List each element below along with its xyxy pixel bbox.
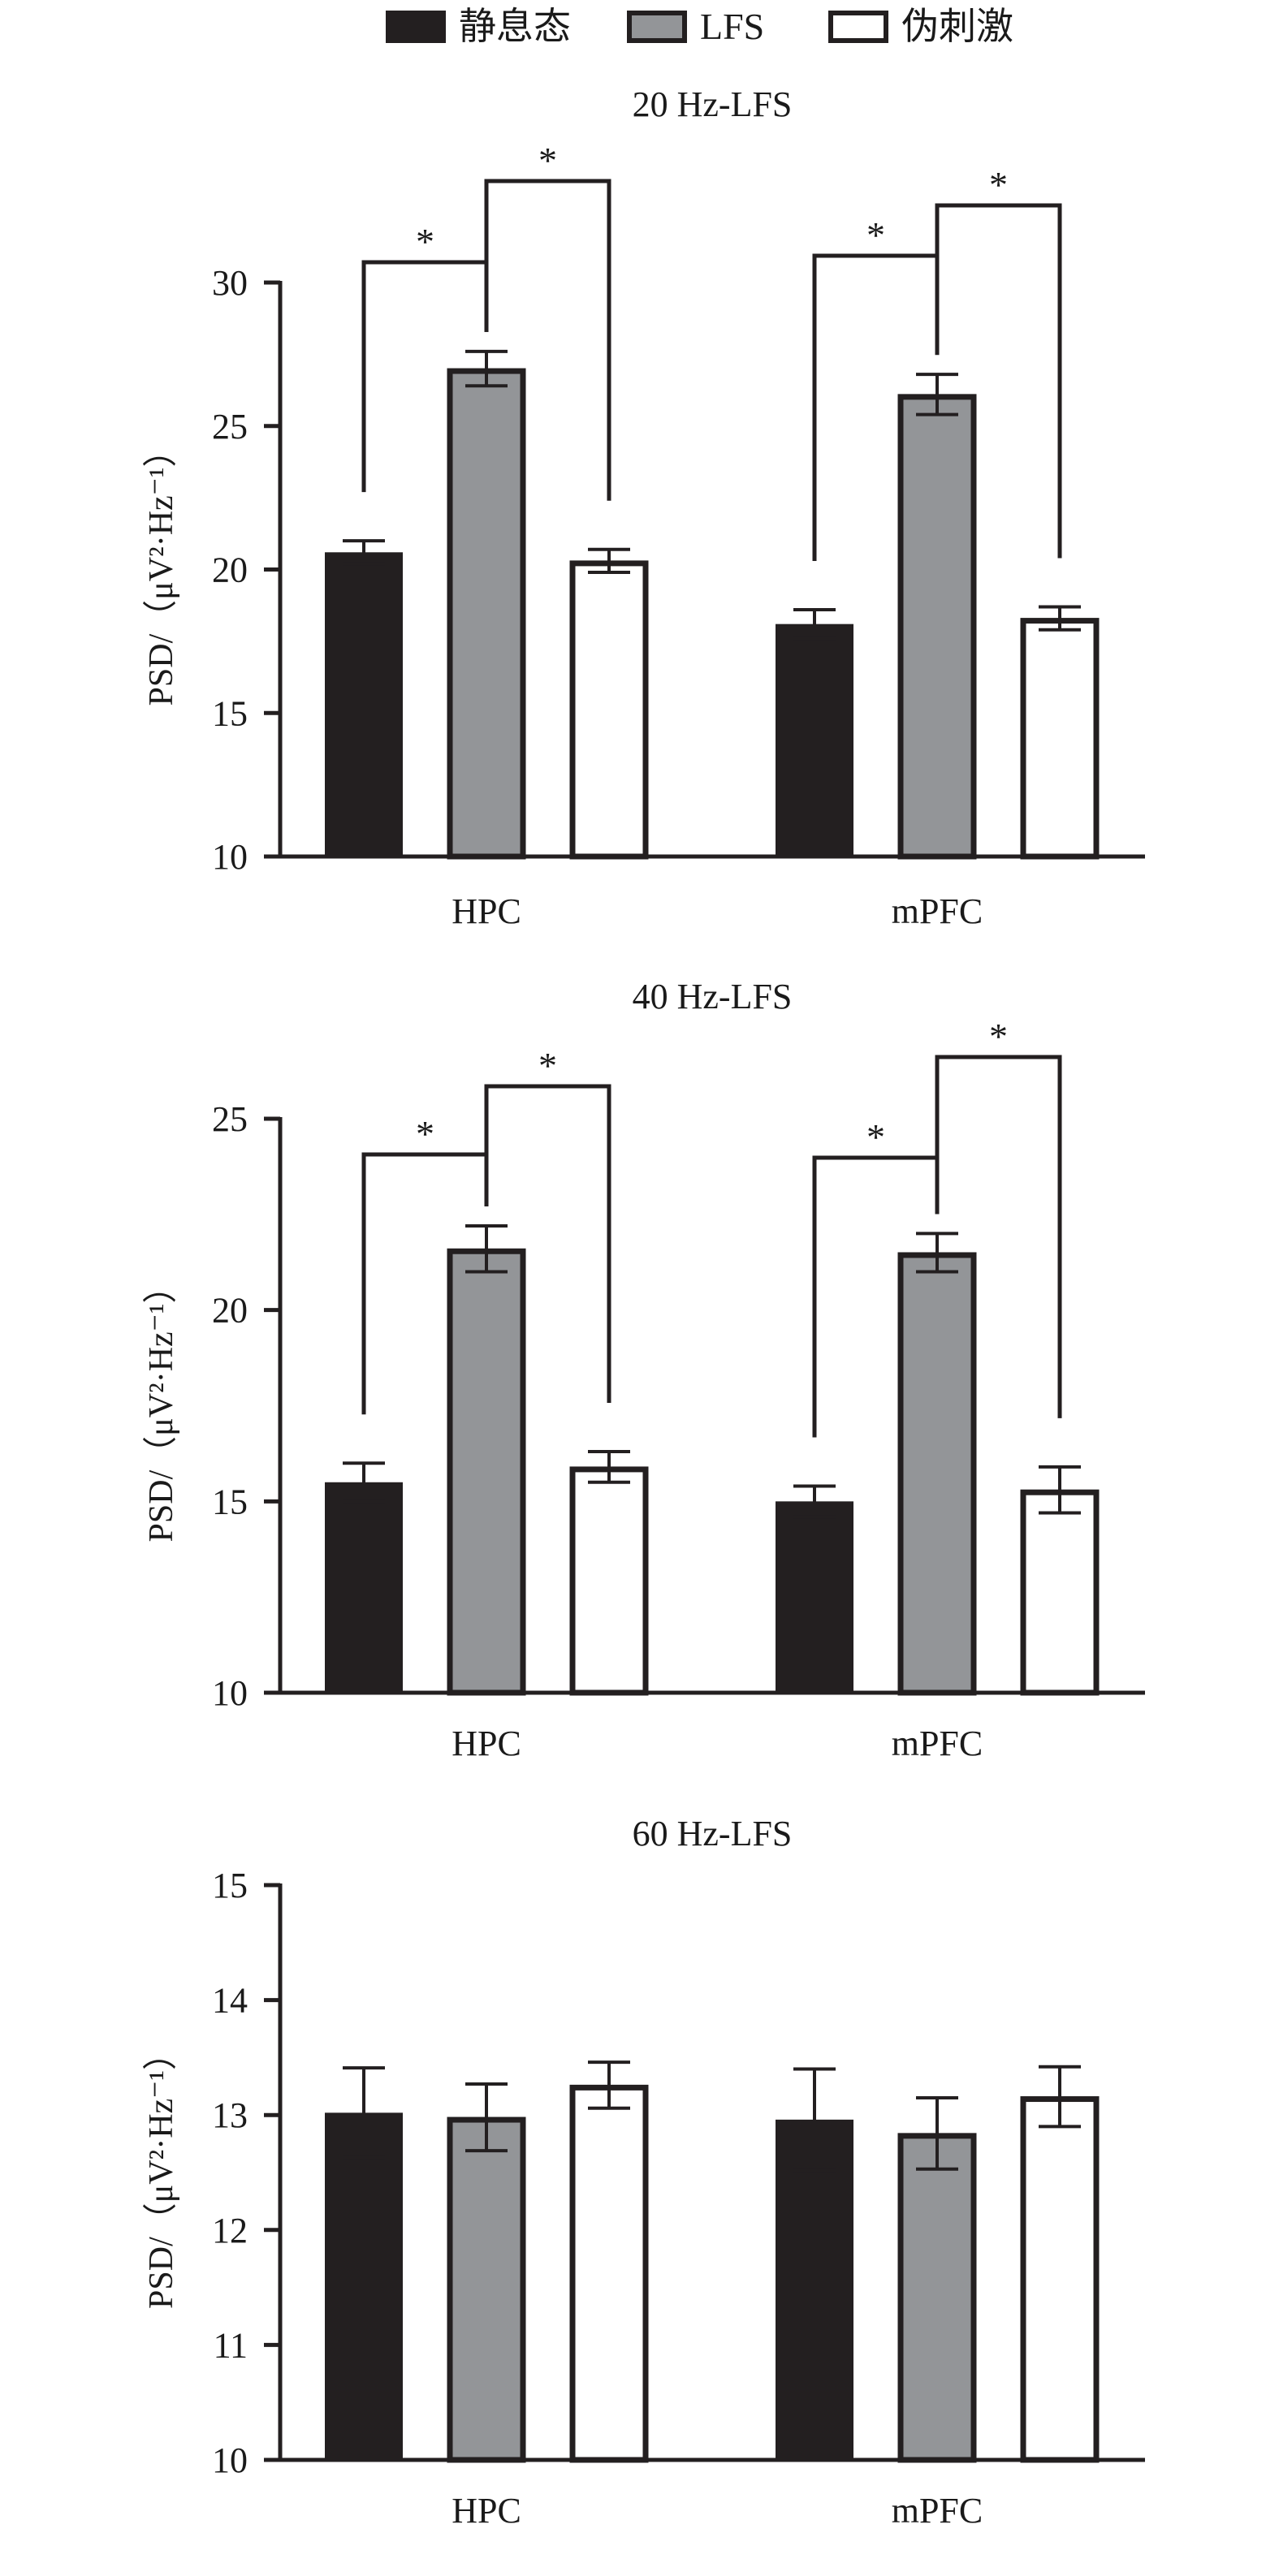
chart-60hz-category-label-mpfc: mPFC	[892, 2491, 983, 2531]
legend-swatch-rest	[386, 11, 446, 43]
bar-60hz-mpfc-sham	[1020, 2096, 1100, 2463]
chart-20hz-y-tick-label: 25	[212, 407, 248, 447]
legend-label-rest: 静息态	[459, 6, 571, 47]
significance-star-40hz-mpfc-lfs-sham: *	[989, 1016, 1008, 1057]
bar-60hz-mpfc-lfs	[897, 2133, 977, 2463]
legend-label-lfs: LFS	[700, 6, 765, 47]
significance-star-40hz-hpc-lfs-sham: *	[538, 1045, 557, 1086]
chart-40hz-title: 40 Hz-LFS	[633, 977, 793, 1016]
chart-20hz-y-axis-label: PSD/（μV²·Hz⁻¹）	[143, 434, 180, 706]
bar-20hz-hpc-lfs	[447, 368, 526, 860]
bar-20hz-hpc-rest	[325, 552, 403, 857]
bar-20hz-mpfc-rest	[776, 624, 853, 857]
bar-40hz-hpc-rest	[325, 1482, 403, 1693]
chart-60hz-y-tick-label: 10	[212, 2440, 248, 2480]
bar-40hz-mpfc-lfs	[897, 1252, 977, 1696]
chart-20hz-y-tick-label: 15	[212, 693, 248, 733]
chart-20hz-category-label-mpfc: mPFC	[892, 891, 983, 931]
chart-60hz-y-tick-label: 12	[212, 2211, 248, 2250]
chart-legend: 静息态 LFS 伪刺激	[0, 0, 1279, 57]
chart-20hz-y-tick-label: 20	[212, 550, 248, 590]
chart-40hz-y-tick-label: 15	[212, 1482, 248, 1521]
significance-bracket-40hz-hpc-lfs-sham	[484, 1084, 611, 1404]
significance-star-40hz-hpc-rest-lfs: *	[416, 1113, 434, 1154]
chart-40hz-y-tick-label: 10	[212, 1673, 248, 1713]
legend-item-rest: 静息态	[386, 6, 571, 47]
bar-60hz-hpc-rest	[325, 2112, 403, 2460]
chart-60hz-title: 60 Hz-LFS	[633, 1814, 793, 1853]
chart-60hz-y-tick-label: 13	[212, 2095, 248, 2135]
bar-60hz-hpc-sham	[569, 2084, 649, 2463]
bar-20hz-mpfc-sham	[1020, 618, 1100, 860]
chart-60hz-category-label-hpc: HPC	[452, 2491, 521, 2531]
bar-40hz-hpc-sham	[569, 1466, 649, 1696]
significance-bracket-20hz-mpfc-lfs-sham	[935, 203, 1062, 559]
chart-40hz: 40 Hz-LFS PSD/（μV²·Hz⁻¹） 10 15 20 25 HPC mPFC * *…	[143, 977, 1145, 1763]
chart-20hz: 20 Hz-LFS PSD/（μV²·Hz⁻¹） 10 15 20 25 30 HPC mPFC…	[143, 84, 1145, 931]
significance-star-20hz-mpfc-rest-lfs: *	[866, 214, 885, 256]
bar-20hz-hpc-sham	[569, 560, 649, 860]
legend-item-sham: 伪刺激	[828, 6, 1013, 47]
bar-40hz-hpc-lfs	[447, 1248, 526, 1696]
chart-60hz-y-tick-label: 11	[214, 2325, 248, 2365]
chart-20hz-title: 20 Hz-LFS	[633, 84, 793, 124]
significance-star-20hz-hpc-rest-lfs: *	[416, 221, 434, 262]
significance-star-40hz-mpfc-rest-lfs: *	[866, 1116, 885, 1158]
chart-20hz-y-tick-label: 10	[212, 837, 248, 877]
bar-60hz-hpc-lfs	[447, 2116, 526, 2463]
significance-star-20hz-mpfc-lfs-sham: *	[989, 164, 1008, 205]
chart-60hz: 60 Hz-LFS PSD/（μV²·Hz⁻¹） 10 11 12 13 14 15 HPC mP…	[143, 1814, 1145, 2531]
bar-40hz-mpfc-sham	[1020, 1489, 1100, 1696]
legend-label-sham: 伪刺激	[901, 6, 1013, 47]
chart-40hz-y-axis-label: PSD/（μV²·Hz⁻¹）	[143, 1270, 180, 1543]
chart-20hz-y-tick-label: 30	[212, 263, 248, 303]
chart-40hz-y-tick-label: 25	[212, 1099, 248, 1139]
legend-swatch-sham	[828, 11, 888, 43]
chart-60hz-y-tick-label: 14	[212, 1981, 248, 2021]
chart-60hz-y-axis-label: PSD/（μV²·Hz⁻¹）	[143, 2036, 180, 2309]
bar-60hz-mpfc-rest	[776, 2119, 853, 2460]
bar-20hz-mpfc-lfs	[897, 394, 977, 860]
significance-star-20hz-hpc-lfs-sham: *	[538, 140, 557, 181]
chart-40hz-y-tick-label: 20	[212, 1291, 248, 1331]
chart-20hz-category-label-hpc: HPC	[452, 891, 521, 931]
bar-40hz-mpfc-rest	[776, 1501, 853, 1693]
chart-40hz-category-label-mpfc: mPFC	[892, 1724, 983, 1763]
legend-item-lfs: LFS	[627, 6, 764, 47]
significance-bracket-20hz-hpc-lfs-sham	[484, 179, 611, 501]
chart-60hz-y-tick-label: 15	[212, 1866, 248, 1905]
chart-40hz-category-label-hpc: HPC	[452, 1724, 521, 1763]
significance-bracket-40hz-mpfc-lfs-sham	[935, 1055, 1062, 1418]
legend-swatch-lfs	[627, 11, 687, 43]
